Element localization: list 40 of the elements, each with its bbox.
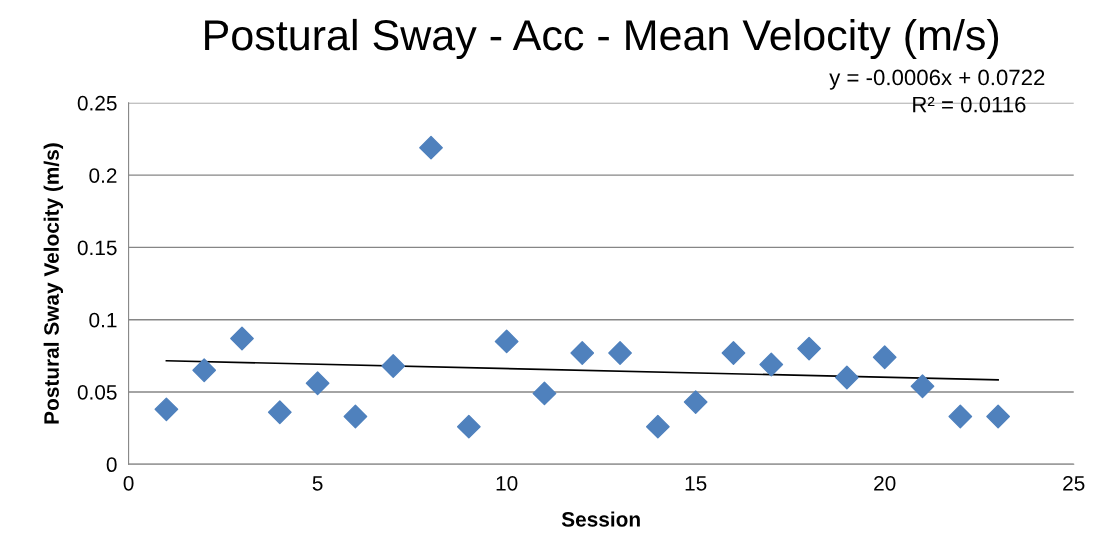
point — [192, 358, 217, 383]
x-tick-label: 15 — [685, 476, 707, 491]
y-tick-label: 0.2 — [89, 168, 117, 183]
point — [759, 352, 784, 377]
point — [267, 400, 292, 425]
point — [570, 341, 595, 365]
point — [721, 341, 746, 365]
point — [608, 341, 632, 365]
point — [834, 365, 859, 390]
y-axis-title: Postural Sway Velocity (m/s) — [43, 143, 64, 424]
text: y = -0.0006x + 0.0722 — [829, 69, 1045, 90]
point — [456, 414, 481, 439]
x-axis-title: Session — [561, 511, 640, 527]
y-tick-label: 0.1 — [89, 312, 117, 328]
point — [494, 329, 519, 354]
point — [986, 404, 1011, 429]
point — [343, 404, 368, 429]
point — [872, 345, 897, 370]
point — [419, 135, 443, 160]
point — [948, 404, 973, 429]
annotation: R² = 0.0116 — [913, 96, 1026, 113]
x-tick-label: 10 — [496, 475, 518, 491]
point — [381, 354, 406, 378]
x-tick-label: 5 — [312, 476, 323, 491]
y-tick-label: 0.25 — [77, 95, 117, 111]
point — [645, 414, 670, 439]
point — [532, 381, 557, 406]
y-tick-label: 0 — [106, 457, 117, 473]
x-tick-label: 20 — [874, 475, 896, 491]
point — [683, 390, 708, 414]
point — [154, 397, 179, 422]
y-tick-label: 0.05 — [77, 384, 117, 400]
y-tick-label: 0.15 — [77, 240, 117, 256]
point — [910, 374, 935, 399]
chart-title: Postural Sway - Acc - Mean Velocity (m/s) — [205, 18, 999, 60]
point — [230, 326, 254, 351]
x-tick-label: 25 — [1063, 475, 1085, 491]
point — [305, 371, 330, 396]
x-tick-label: 0 — [123, 475, 134, 491]
point — [797, 336, 821, 361]
